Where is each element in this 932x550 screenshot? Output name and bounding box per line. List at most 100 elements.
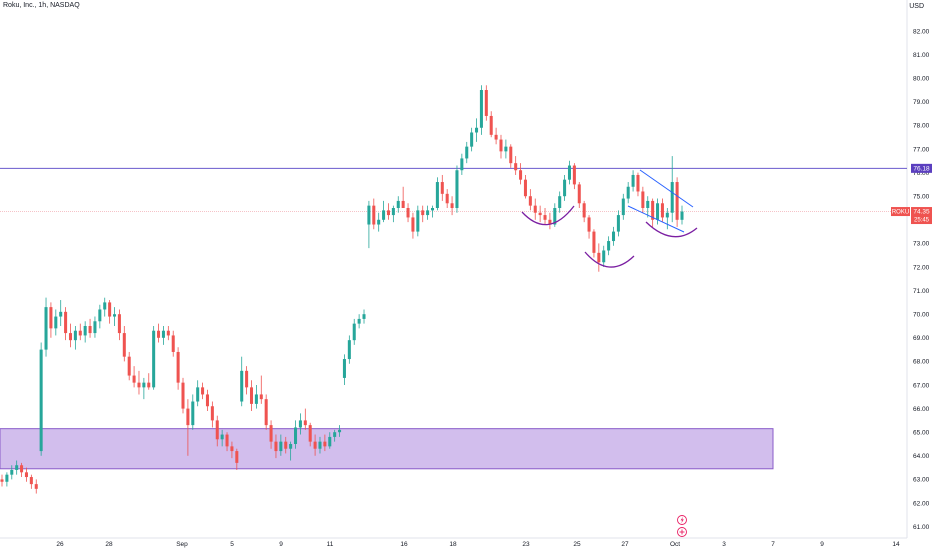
candle-body — [49, 307, 53, 329]
y-tick-label: 78.00 — [913, 123, 930, 130]
candle-body — [455, 170, 459, 208]
y-tick-label: 79.00 — [913, 99, 930, 106]
svg-text:74.35: 74.35 — [913, 209, 930, 216]
y-tick-label: 69.00 — [913, 335, 930, 342]
y-tick-label: 73.00 — [913, 241, 930, 248]
candle-body — [377, 219, 381, 225]
candle-body — [548, 219, 552, 225]
candle-body — [54, 316, 58, 329]
candle-body — [631, 174, 635, 187]
x-tick-label: 18 — [449, 541, 457, 548]
candle-body — [225, 434, 229, 447]
x-tick-label: 9 — [820, 541, 824, 548]
x-tick-label: 11 — [327, 541, 334, 548]
candle-body — [572, 165, 576, 185]
candle-body — [587, 217, 591, 232]
y-tick-label: 62.00 — [913, 500, 930, 507]
x-tick-label: 27 — [621, 541, 629, 548]
candle-body — [475, 127, 479, 133]
add-event-icon[interactable] — [677, 527, 687, 537]
candle-body — [83, 326, 87, 336]
candle-body — [514, 163, 518, 171]
candle-body — [98, 309, 102, 322]
y-tick-label: 71.00 — [913, 288, 930, 295]
cup-right-arc — [645, 221, 698, 238]
candle-body — [563, 179, 567, 197]
candle-body — [210, 406, 214, 421]
candle-body — [113, 314, 117, 317]
candle-body — [362, 314, 366, 319]
candle-body — [279, 441, 283, 452]
candle-body — [577, 184, 581, 204]
candle-body — [303, 420, 307, 426]
x-tick-label: 28 — [105, 541, 113, 548]
x-tick-label: 3 — [722, 541, 726, 548]
candle-body — [181, 382, 185, 409]
candle-body — [205, 394, 209, 407]
candle-body — [308, 425, 312, 442]
candle-body — [499, 139, 503, 152]
candle-body — [430, 208, 435, 211]
candle-body — [294, 427, 298, 444]
candle-body — [122, 333, 126, 357]
candle-body — [558, 196, 562, 208]
candle-body — [597, 252, 601, 263]
svg-text:ROKU: ROKU — [892, 210, 909, 216]
y-tick-label: 70.00 — [913, 312, 930, 319]
currency-label: USD — [909, 3, 924, 10]
y-tick-label: 81.00 — [913, 52, 930, 59]
lightning-icon[interactable] — [677, 515, 687, 525]
candle-body — [533, 205, 537, 213]
candle-body — [333, 432, 337, 437]
hline-price-tag: 76.18 — [911, 163, 932, 173]
candle-body — [489, 115, 493, 135]
candle-body — [504, 146, 508, 152]
candle-body — [186, 408, 190, 426]
candles — [0, 85, 684, 494]
candle-body — [553, 208, 557, 225]
price-axis: 61.00 62.00 63.00 64.00 65.00 66.00 67.00 68.00… — [913, 28, 930, 531]
candle-body — [670, 182, 674, 213]
candle-body — [68, 333, 73, 341]
candle-body — [166, 330, 170, 336]
candle-body — [103, 302, 107, 310]
candle-body — [29, 477, 33, 485]
candle-body — [34, 484, 38, 489]
svg-text:76.18: 76.18 — [913, 166, 930, 173]
candle-body — [523, 179, 527, 197]
candle-body — [147, 382, 151, 388]
candle-body — [582, 203, 586, 218]
candle-body — [64, 311, 68, 334]
candle-body — [142, 382, 146, 388]
y-tick-label: 63.00 — [913, 477, 930, 484]
candle-body — [509, 146, 513, 164]
candle-body — [191, 401, 195, 426]
candle-body — [39, 349, 43, 452]
x-tick-label: 5 — [230, 541, 234, 548]
candle-body — [264, 399, 268, 426]
x-tick-label: 14 — [892, 541, 900, 548]
candle-body — [367, 205, 371, 225]
candle-body — [543, 215, 547, 220]
x-tick-label: 7 — [771, 541, 775, 548]
candle-body — [347, 340, 351, 360]
y-tick-label: 80.00 — [913, 76, 930, 83]
candle-body — [450, 203, 454, 208]
candle-body — [382, 210, 386, 220]
y-tick-label: 76.00 — [913, 170, 930, 177]
channel-lower-line — [627, 205, 685, 233]
candle-body — [196, 387, 200, 402]
x-tick-label: 26 — [56, 541, 64, 548]
candle-body — [338, 429, 342, 433]
candle-body — [318, 441, 322, 449]
candle-body — [59, 311, 63, 317]
candle-body — [108, 302, 112, 317]
candle-body — [44, 307, 48, 350]
candle-body — [313, 441, 317, 449]
x-tick-label: 25 — [573, 541, 581, 548]
candle-body — [494, 134, 498, 140]
candle-body — [152, 330, 156, 388]
candle-body — [137, 382, 141, 388]
